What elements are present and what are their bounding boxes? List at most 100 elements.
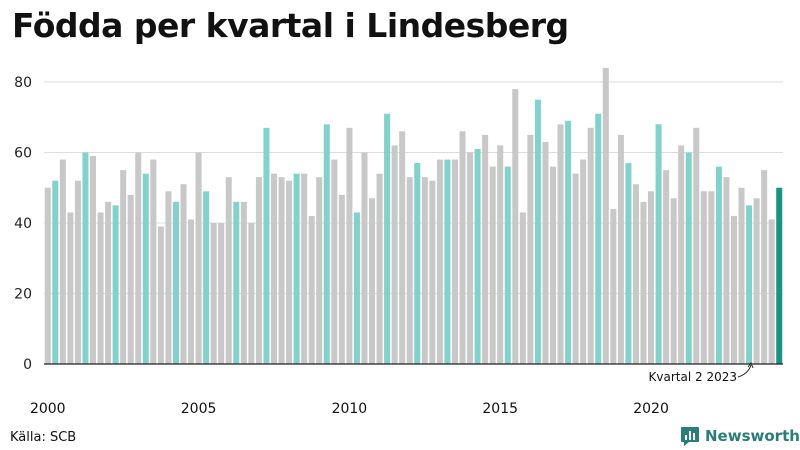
bar	[384, 113, 391, 364]
latest-annotation: Kvartal 2 2023	[649, 361, 754, 384]
bar	[512, 89, 519, 365]
brand-logo: Newsworthy	[680, 426, 800, 446]
bars	[44, 67, 783, 365]
bar	[225, 177, 232, 364]
annotation-label: Kvartal 2 2023	[649, 370, 737, 384]
bar	[52, 180, 59, 364]
bar	[346, 127, 353, 364]
bar	[451, 159, 458, 364]
bar	[338, 194, 345, 364]
bar	[595, 113, 602, 364]
bar	[376, 173, 383, 364]
bar	[218, 223, 225, 364]
bar	[120, 170, 127, 365]
x-tick-label: 2015	[482, 401, 518, 417]
bar	[715, 166, 722, 364]
bar	[157, 226, 164, 364]
bar	[587, 127, 594, 364]
y-tick-label: 60	[14, 146, 32, 162]
brand-name: Newsworthy	[705, 427, 800, 445]
bar	[406, 177, 413, 364]
bar	[768, 219, 775, 364]
bar	[308, 215, 315, 364]
bar	[663, 170, 670, 365]
bar	[557, 124, 564, 364]
bar	[293, 173, 300, 364]
bar	[542, 141, 549, 364]
bar	[738, 187, 745, 364]
bar	[534, 99, 541, 365]
bar	[135, 152, 142, 364]
bar	[474, 148, 481, 364]
y-tick-label: 80	[14, 75, 32, 91]
bar	[746, 205, 753, 365]
bar	[240, 201, 247, 364]
bar	[369, 198, 376, 364]
annotation-arrowhead	[747, 361, 754, 369]
annotation-arrow	[737, 364, 752, 378]
bar	[632, 184, 639, 364]
y-tick-label: 40	[14, 216, 32, 232]
x-tick-label: 2005	[181, 401, 217, 417]
bar	[316, 177, 323, 364]
bar	[323, 124, 330, 364]
bar	[700, 191, 707, 364]
bar	[549, 166, 557, 364]
bar	[142, 173, 149, 364]
bar	[617, 134, 624, 365]
bar	[693, 127, 700, 364]
bar	[112, 205, 119, 365]
bar	[180, 184, 187, 364]
bar	[489, 166, 496, 364]
bar	[414, 163, 421, 364]
bar	[278, 177, 285, 364]
bar	[602, 67, 609, 365]
bar	[497, 145, 504, 364]
bar	[353, 212, 360, 364]
bar	[150, 159, 157, 364]
bar	[467, 152, 474, 364]
bar	[429, 180, 436, 364]
x-axis-ticks: 2000 2005 2010 2015 2020	[30, 401, 669, 417]
chart-title: Födda per kvartal i Lindesberg	[12, 6, 569, 45]
bar	[331, 159, 338, 364]
bar	[761, 170, 768, 365]
bar	[527, 134, 534, 365]
bar	[436, 159, 443, 364]
source-label: Källa: SCB	[10, 430, 77, 445]
bar	[127, 194, 134, 364]
bar	[421, 177, 428, 364]
bar	[59, 159, 66, 364]
bar	[504, 166, 511, 364]
bar	[301, 173, 308, 364]
bar	[648, 191, 655, 364]
bar	[233, 201, 240, 364]
bar	[776, 187, 783, 364]
bar	[263, 127, 270, 364]
bar	[625, 163, 632, 364]
bar	[391, 145, 398, 364]
bar	[248, 223, 255, 364]
bar	[74, 180, 81, 364]
y-axis-ticks: 0 20 40 60 80	[14, 75, 32, 373]
x-tick-label: 2010	[332, 401, 368, 417]
bar	[188, 219, 195, 364]
bar	[210, 223, 217, 364]
bar	[482, 134, 489, 365]
bar	[361, 152, 368, 364]
bar	[97, 212, 104, 364]
y-tick-label: 0	[23, 357, 32, 373]
bar	[572, 173, 579, 364]
bar	[90, 156, 97, 364]
bar	[286, 180, 293, 364]
bar	[203, 191, 210, 364]
bar	[610, 208, 617, 364]
bar	[172, 201, 179, 364]
bar	[255, 177, 262, 364]
y-tick-label: 20	[14, 287, 32, 303]
bar	[708, 191, 715, 364]
bar	[670, 198, 677, 364]
bar	[730, 215, 737, 364]
bar	[444, 159, 451, 364]
